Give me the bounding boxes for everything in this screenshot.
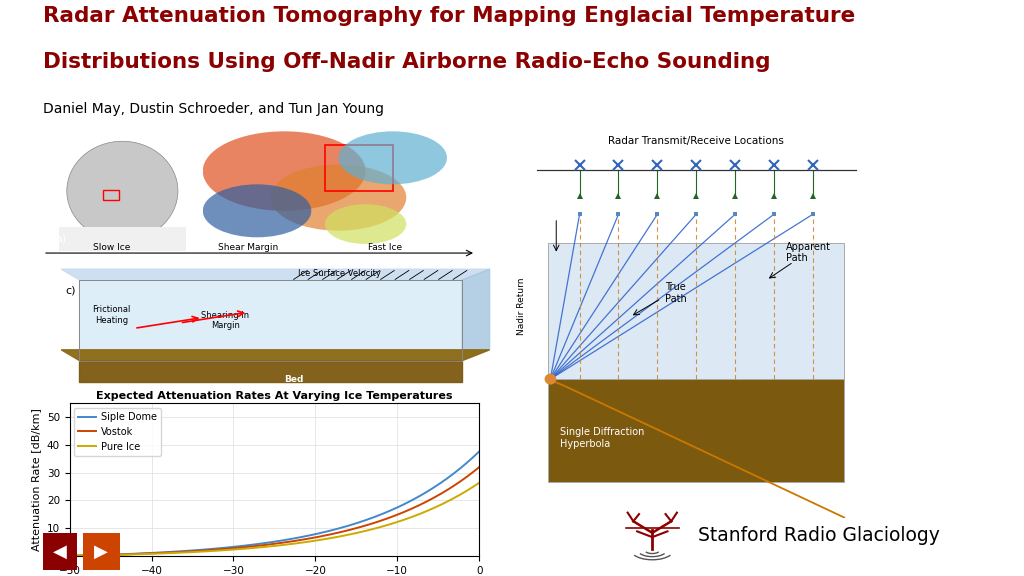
Line: Siple Dome: Siple Dome bbox=[70, 452, 479, 556]
Pure Ice bbox=[63, 552, 76, 559]
Y-axis label: Attenuation Rate [dB/km]: Attenuation Rate [dB/km] bbox=[31, 408, 41, 551]
Ellipse shape bbox=[67, 141, 178, 241]
Text: Fast Ice: Fast Ice bbox=[368, 242, 401, 252]
Text: Stanford Radio Glaciology: Stanford Radio Glaciology bbox=[697, 526, 940, 545]
Siple Dome bbox=[63, 552, 76, 559]
Vostok bbox=[473, 464, 485, 471]
Text: True
Path: True Path bbox=[666, 282, 687, 304]
Text: Nadir Return: Nadir Return bbox=[517, 277, 525, 335]
Circle shape bbox=[203, 131, 366, 211]
Bar bbox=[549, 379, 844, 482]
Bar bbox=[83, 533, 120, 570]
Polygon shape bbox=[80, 361, 462, 382]
Circle shape bbox=[338, 131, 446, 184]
Polygon shape bbox=[80, 280, 462, 361]
Text: ◀: ◀ bbox=[53, 543, 67, 560]
Title: Expected Attenuation Rates At Varying Ice Temperatures: Expected Attenuation Rates At Varying Ic… bbox=[96, 391, 453, 401]
Text: Daniel May, Dustin Schroeder, and Tun Jan Young: Daniel May, Dustin Schroeder, and Tun Ja… bbox=[43, 102, 384, 116]
Polygon shape bbox=[61, 269, 489, 280]
Text: Distributions Using Off-Nadir Airborne Radio-Echo Sounding: Distributions Using Off-Nadir Airborne R… bbox=[43, 52, 770, 72]
Vostok bbox=[463, 471, 475, 478]
Line: Vostok: Vostok bbox=[70, 467, 479, 556]
Siple Dome bbox=[399, 500, 412, 507]
Pure Ice bbox=[285, 540, 297, 547]
Vostok bbox=[258, 541, 270, 548]
Line: Pure Ice: Pure Ice bbox=[70, 483, 479, 556]
Text: b): b) bbox=[216, 234, 227, 244]
Text: Single Diffraction
Hyperbola: Single Diffraction Hyperbola bbox=[560, 427, 644, 449]
Polygon shape bbox=[462, 269, 489, 361]
Vostok bbox=[285, 538, 297, 545]
Bar bbox=[549, 244, 844, 379]
Siple Dome bbox=[473, 448, 485, 455]
Circle shape bbox=[325, 204, 407, 244]
Vostok bbox=[63, 552, 76, 559]
Polygon shape bbox=[61, 350, 489, 361]
Pure Ice bbox=[258, 544, 270, 551]
Pure Ice bbox=[463, 486, 475, 492]
Text: c): c) bbox=[66, 285, 77, 295]
Siple Dome bbox=[260, 539, 272, 546]
Siple Dome bbox=[285, 536, 297, 543]
Text: Radar Transmit/Receive Locations: Radar Transmit/Receive Locations bbox=[608, 136, 784, 146]
Bar bbox=[103, 190, 119, 200]
Vostok bbox=[307, 535, 319, 541]
Text: a): a) bbox=[55, 234, 67, 244]
Pure Ice bbox=[473, 479, 485, 486]
Text: Bed: Bed bbox=[284, 375, 303, 384]
Circle shape bbox=[203, 184, 311, 237]
Text: Frictional
Heating: Frictional Heating bbox=[92, 305, 130, 325]
Text: Shear Margin: Shear Margin bbox=[218, 242, 279, 252]
Siple Dome bbox=[307, 531, 319, 538]
Text: Apparent
Path: Apparent Path bbox=[785, 242, 830, 263]
Bar bbox=[325, 145, 393, 191]
Legend: Siple Dome, Vostok, Pure Ice: Siple Dome, Vostok, Pure Ice bbox=[75, 408, 161, 456]
Bar bbox=[59, 227, 186, 251]
Text: Shearing In
Margin: Shearing In Margin bbox=[202, 310, 249, 330]
Text: Slow Ice: Slow Ice bbox=[93, 242, 130, 252]
Siple Dome bbox=[463, 457, 475, 464]
Pure Ice bbox=[399, 516, 412, 523]
Circle shape bbox=[270, 165, 407, 231]
Pure Ice bbox=[307, 537, 319, 544]
Vostok bbox=[399, 508, 412, 515]
Text: ▶: ▶ bbox=[94, 543, 109, 560]
Vostok bbox=[260, 541, 272, 548]
Pure Ice bbox=[260, 543, 272, 550]
Text: Radar Attenuation Tomography for Mapping Englacial Temperature: Radar Attenuation Tomography for Mapping… bbox=[43, 6, 855, 26]
Text: Ice Surface Velocity: Ice Surface Velocity bbox=[298, 269, 381, 278]
Bar bbox=[43, 533, 77, 570]
Siple Dome bbox=[258, 540, 270, 547]
Circle shape bbox=[545, 374, 556, 385]
